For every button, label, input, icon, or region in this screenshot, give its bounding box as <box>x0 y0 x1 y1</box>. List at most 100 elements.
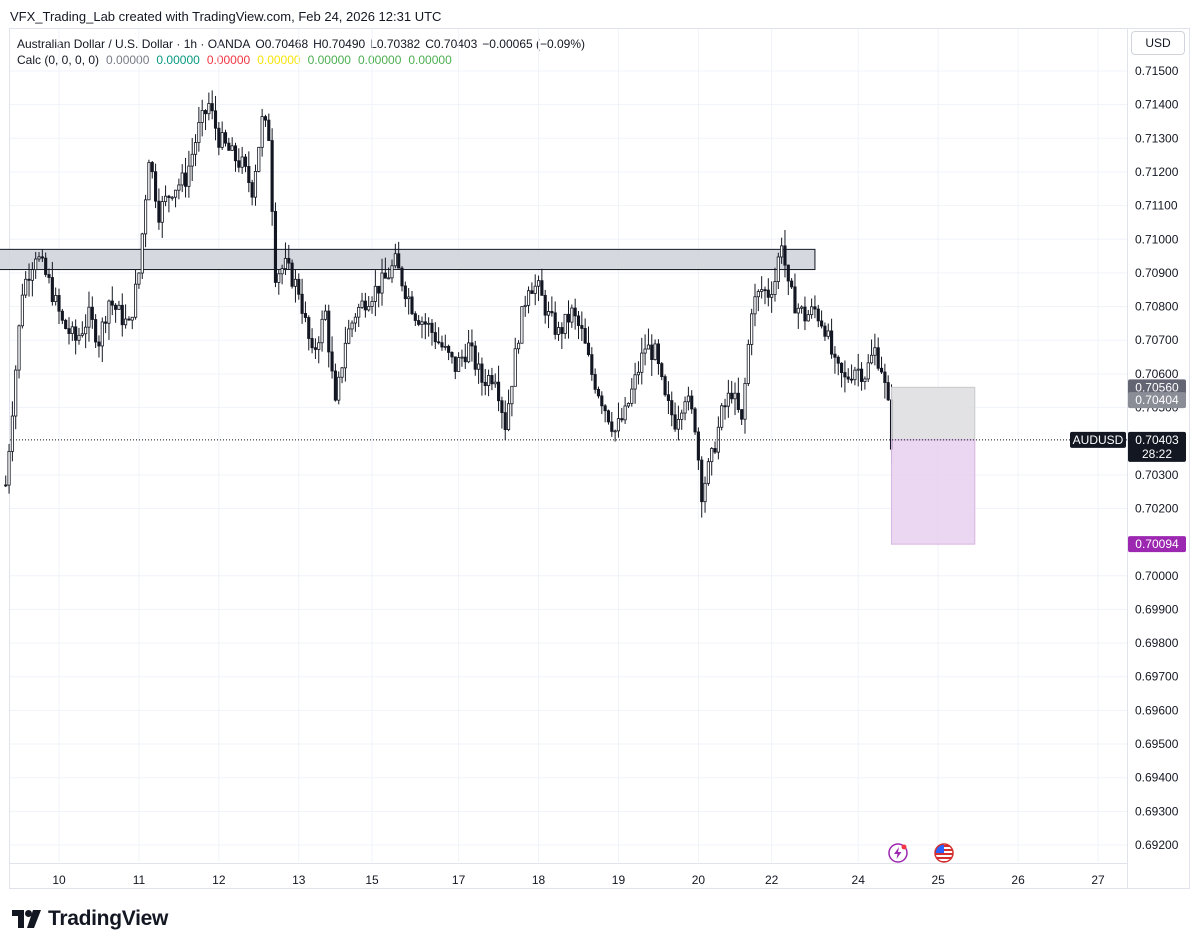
candle-body <box>317 342 321 350</box>
candle-body <box>730 392 734 400</box>
us-flag-event-icon[interactable] <box>934 843 954 863</box>
lightning-event-icon[interactable] <box>888 843 908 863</box>
candle-body <box>696 431 700 461</box>
y-tick-label: 0.69400 <box>1135 771 1179 785</box>
candle-body <box>633 374 637 390</box>
candle-body <box>840 362 844 374</box>
price-scale-divider <box>1127 28 1128 889</box>
candle-body <box>863 378 867 382</box>
candle-body <box>720 405 724 428</box>
currency-button[interactable]: USD <box>1131 31 1185 55</box>
candle-body <box>663 376 667 396</box>
y-tick-label: 0.69300 <box>1135 804 1179 818</box>
candle-body <box>187 165 191 187</box>
candle-body <box>270 140 274 212</box>
candle-body <box>303 313 307 318</box>
candle-body <box>337 376 341 401</box>
y-tick-label: 0.71200 <box>1135 165 1179 179</box>
candle-body <box>323 310 327 320</box>
symbol-tag-bg[interactable] <box>1070 431 1126 448</box>
position-gray-zone[interactable] <box>891 386 976 441</box>
candle-body <box>297 278 301 295</box>
candle-body <box>497 381 501 402</box>
candle-body <box>207 103 211 115</box>
candle-body <box>613 430 617 433</box>
candle-body <box>257 146 261 172</box>
candle-body <box>420 321 424 325</box>
candle-body <box>683 401 687 414</box>
y-tick-label: 0.71400 <box>1135 98 1179 112</box>
candle-body <box>157 200 161 223</box>
candle-body <box>790 280 794 288</box>
candle-body <box>523 304 527 307</box>
candle-body <box>676 419 680 430</box>
candle-body <box>100 321 104 347</box>
candle-body <box>653 343 657 360</box>
calc-indicator-label[interactable]: Calc (0, 0, 0, 0) <box>17 53 100 67</box>
price-label-entry-bg <box>1128 392 1186 409</box>
candle-body <box>90 306 94 320</box>
candle-body <box>17 325 21 371</box>
position-purple-zone[interactable] <box>891 439 976 545</box>
candle-body <box>600 395 604 407</box>
candle-body <box>457 357 461 372</box>
candle-body <box>516 342 521 350</box>
candle-body <box>147 162 151 201</box>
candle-body <box>370 301 374 307</box>
candle-body <box>150 162 154 173</box>
candle-body <box>233 145 238 162</box>
y-tick-label: 0.69900 <box>1135 602 1179 616</box>
candle-body <box>10 415 14 452</box>
candle-body <box>886 382 890 401</box>
candle-body <box>826 330 830 337</box>
candle-body <box>460 356 464 359</box>
candle-body <box>543 294 547 316</box>
candle-body <box>437 341 441 344</box>
candle-body <box>520 306 524 344</box>
candle-body <box>746 344 750 384</box>
candle-body <box>500 400 504 414</box>
symbol-tag[interactable]: AUDUSD <box>1073 433 1124 447</box>
symbol-description[interactable]: Australian Dollar / U.S. Dollar · 1h · O… <box>17 37 251 51</box>
candle-body <box>650 344 654 360</box>
candle-body <box>217 127 221 148</box>
resistance-zone[interactable] <box>0 248 816 271</box>
candle-body <box>493 381 497 385</box>
candle-body <box>114 304 118 310</box>
candle-body <box>34 258 38 271</box>
candle-body <box>357 307 361 318</box>
candle-body <box>253 170 258 198</box>
candle-body <box>510 385 514 405</box>
candle-body <box>250 182 254 198</box>
candle-body <box>40 256 44 259</box>
candle-body <box>140 233 144 274</box>
y-tick-label: 0.70200 <box>1135 501 1179 515</box>
candle-body <box>193 142 198 155</box>
candle-body <box>766 289 770 298</box>
candle-body <box>280 268 284 275</box>
candle-body <box>203 110 208 115</box>
candle-body <box>843 372 847 378</box>
candle-body <box>856 368 860 371</box>
legend-high: H0.70490 <box>313 37 366 51</box>
candle-body <box>287 257 291 264</box>
candle-body <box>570 307 574 323</box>
candle-body <box>473 345 477 370</box>
candle-body <box>850 378 854 381</box>
candle-body <box>427 322 431 325</box>
countdown-label: 28:22 <box>1142 447 1172 461</box>
candle-body <box>783 245 787 266</box>
candle-body <box>37 256 41 260</box>
candle-body <box>686 395 690 403</box>
candle-body <box>879 367 884 373</box>
calc-value-6: 0.00000 <box>408 53 452 67</box>
candle-body <box>800 306 804 309</box>
candle-body <box>643 348 647 354</box>
candle-body <box>350 322 354 330</box>
candle-body <box>24 278 28 296</box>
candle-body <box>413 313 417 321</box>
price-label-entry: 0.70404 <box>1135 393 1179 407</box>
candle-body <box>593 374 597 390</box>
candle-body <box>753 296 757 315</box>
